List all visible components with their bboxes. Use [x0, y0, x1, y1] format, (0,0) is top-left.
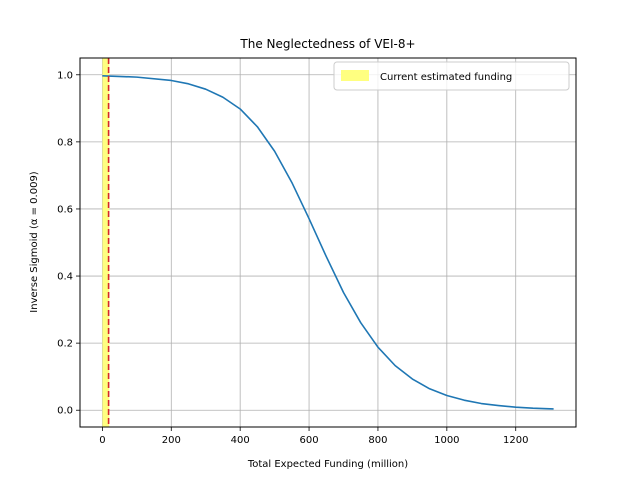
series-line	[102, 74, 554, 410]
y-tick-label: 0.0	[57, 406, 73, 417]
y-tick-label: 1.0	[57, 70, 73, 81]
y-tick-label: 0.2	[57, 339, 73, 350]
x-tick-label: 1200	[503, 435, 528, 446]
highlight-band-layer	[102, 58, 110, 427]
legend-box	[333, 61, 570, 91]
legend: Current estimated funding	[333, 61, 570, 91]
y-tick-label: 0.6	[57, 204, 73, 215]
legend-label: Current estimated funding	[380, 72, 512, 83]
grid	[80, 58, 576, 427]
legend-swatch	[341, 70, 369, 81]
x-tick-label: 1000	[434, 435, 459, 446]
x-tick-label: 200	[162, 435, 181, 446]
y-tick-label: 0.8	[57, 137, 73, 148]
series-layer	[102, 74, 554, 410]
highlight-band	[102, 58, 110, 427]
ticks: 0 200 400 600 800 1000 1200 0.0 0.2 0.4 0.6 0.8 1.0	[57, 70, 528, 446]
x-axis-label: Total Expected Funding (million)	[247, 459, 408, 470]
x-tick-label: 800	[368, 435, 387, 446]
x-tick-label: 400	[231, 435, 250, 446]
y-axis-label: Inverse Sigmoid (α = 0.009)	[29, 171, 40, 313]
x-tick-label: 600	[300, 435, 319, 446]
y-tick-label: 0.4	[57, 272, 73, 283]
x-tick-label: 0	[99, 435, 105, 446]
plot-frame	[79, 57, 577, 428]
chart-title: The Neglectedness of VEI-8+	[239, 37, 415, 51]
